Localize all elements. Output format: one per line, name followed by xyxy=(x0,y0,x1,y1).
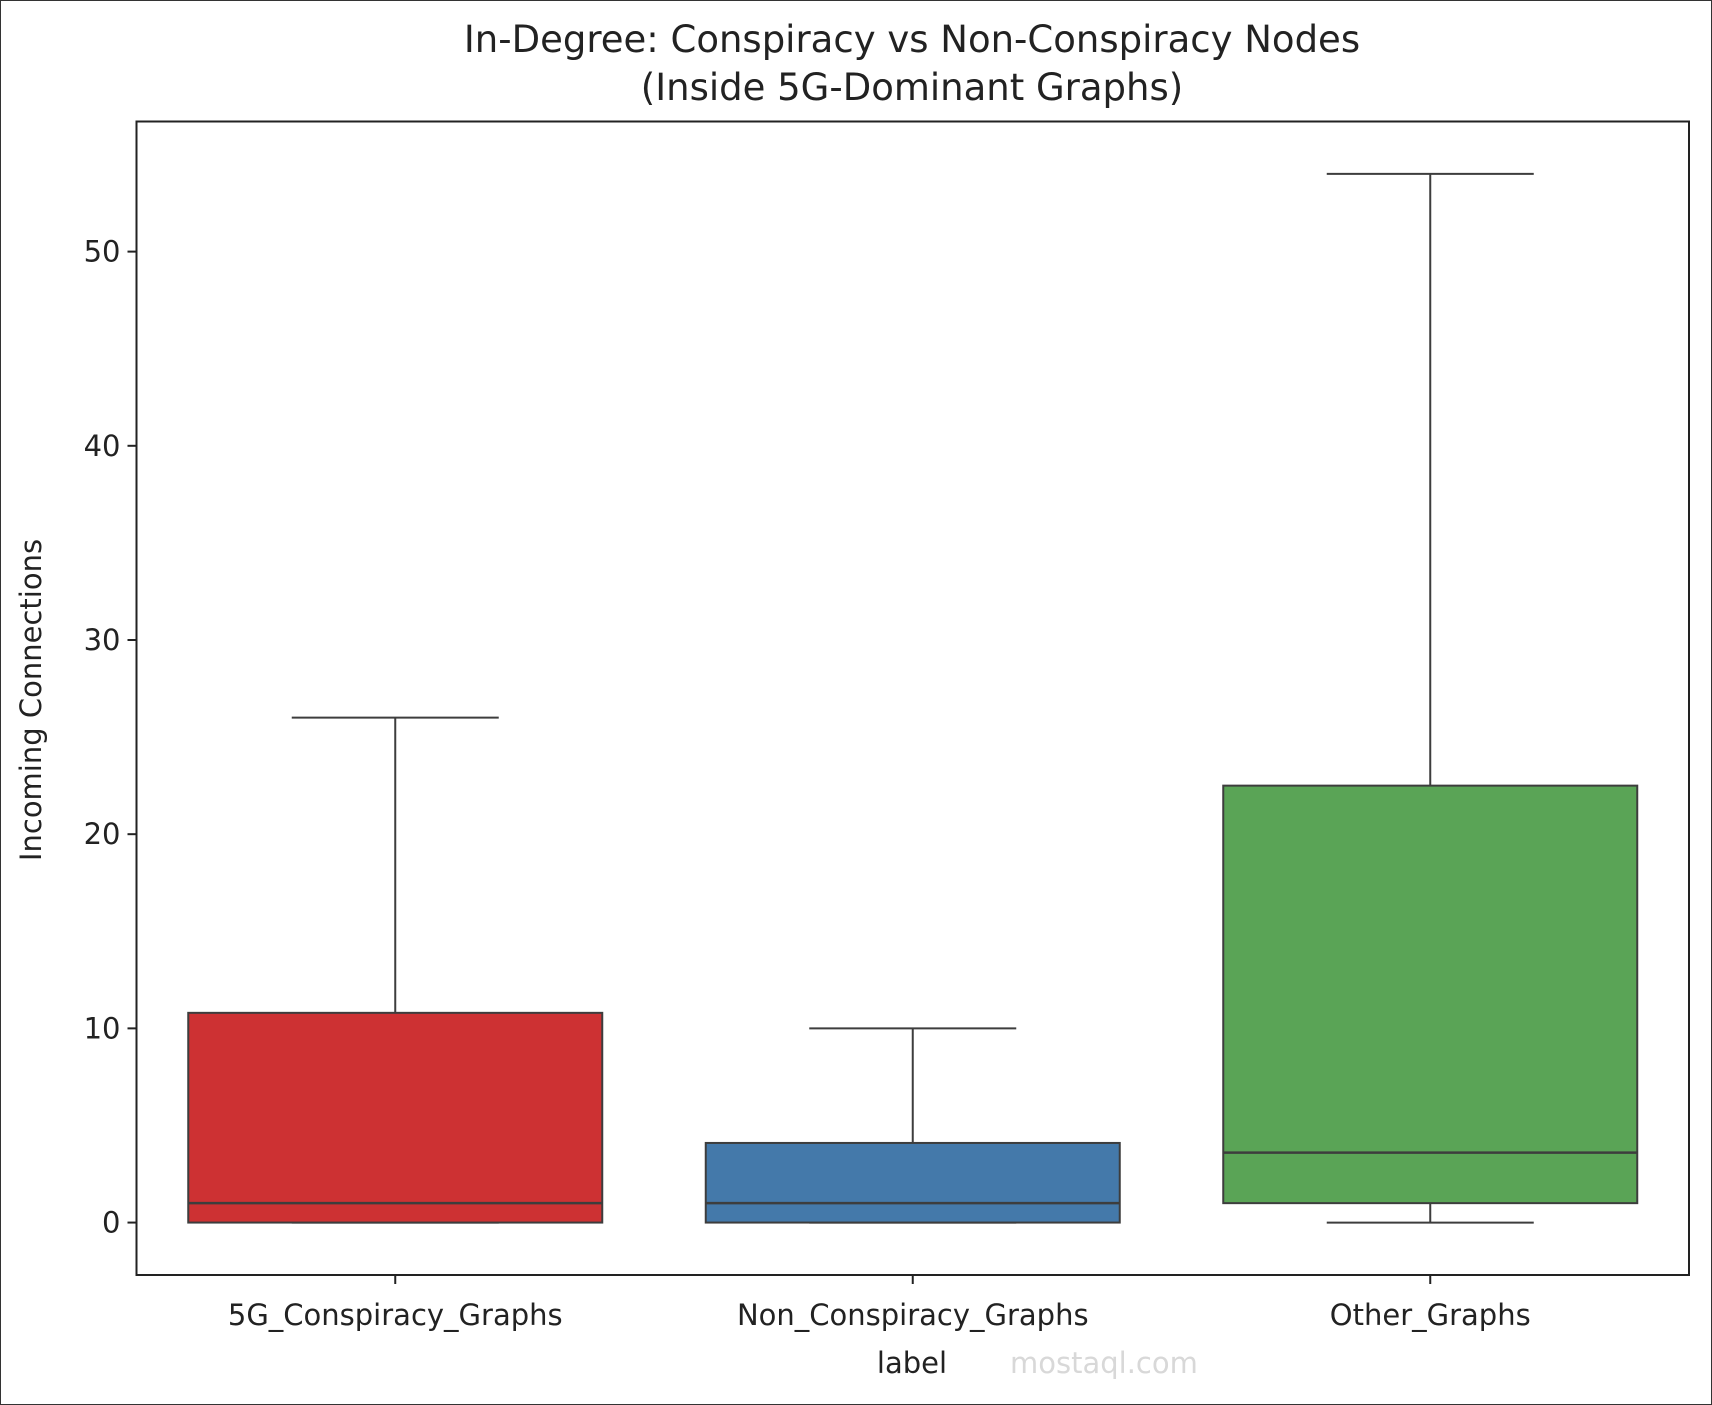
box-Non_Conspiracy_Graphs xyxy=(704,1027,1121,1224)
y-axis: 0 10 20 30 40 50 xyxy=(84,235,137,1240)
plot-area xyxy=(187,172,1639,1224)
y-axis-label: Incoming Connections xyxy=(14,539,48,861)
x-axis-label: label xyxy=(877,1346,947,1380)
box-Other_Graphs xyxy=(1222,172,1639,1224)
y-tick-label: 20 xyxy=(84,817,121,851)
x-tick-label: Other_Graphs xyxy=(1330,1298,1531,1332)
y-tick-label: 50 xyxy=(84,235,121,269)
y-tick-label: 0 xyxy=(102,1206,120,1240)
box-iqr xyxy=(1222,784,1639,1205)
chart-title-line-1: In-Degree: Conspiracy vs Non-Conspiracy … xyxy=(464,18,1360,61)
y-tick-label: 40 xyxy=(84,429,121,463)
box-5G_Conspiracy_Graphs xyxy=(187,716,604,1224)
x-tick-label: 5G_Conspiracy_Graphs xyxy=(228,1298,563,1332)
watermark: mostaql.com xyxy=(1010,1346,1198,1380)
box-iqr xyxy=(187,1011,604,1224)
chart-title-line-2: (Inside 5G-Dominant Graphs) xyxy=(641,66,1183,109)
x-axis: 5G_Conspiracy_Graphs Non_Conspiracy_Graph… xyxy=(228,1275,1531,1332)
y-tick-label: 10 xyxy=(84,1011,121,1045)
box-iqr xyxy=(704,1141,1121,1224)
x-tick-label: Non_Conspiracy_Graphs xyxy=(737,1298,1089,1332)
y-tick-label: 30 xyxy=(84,623,121,657)
